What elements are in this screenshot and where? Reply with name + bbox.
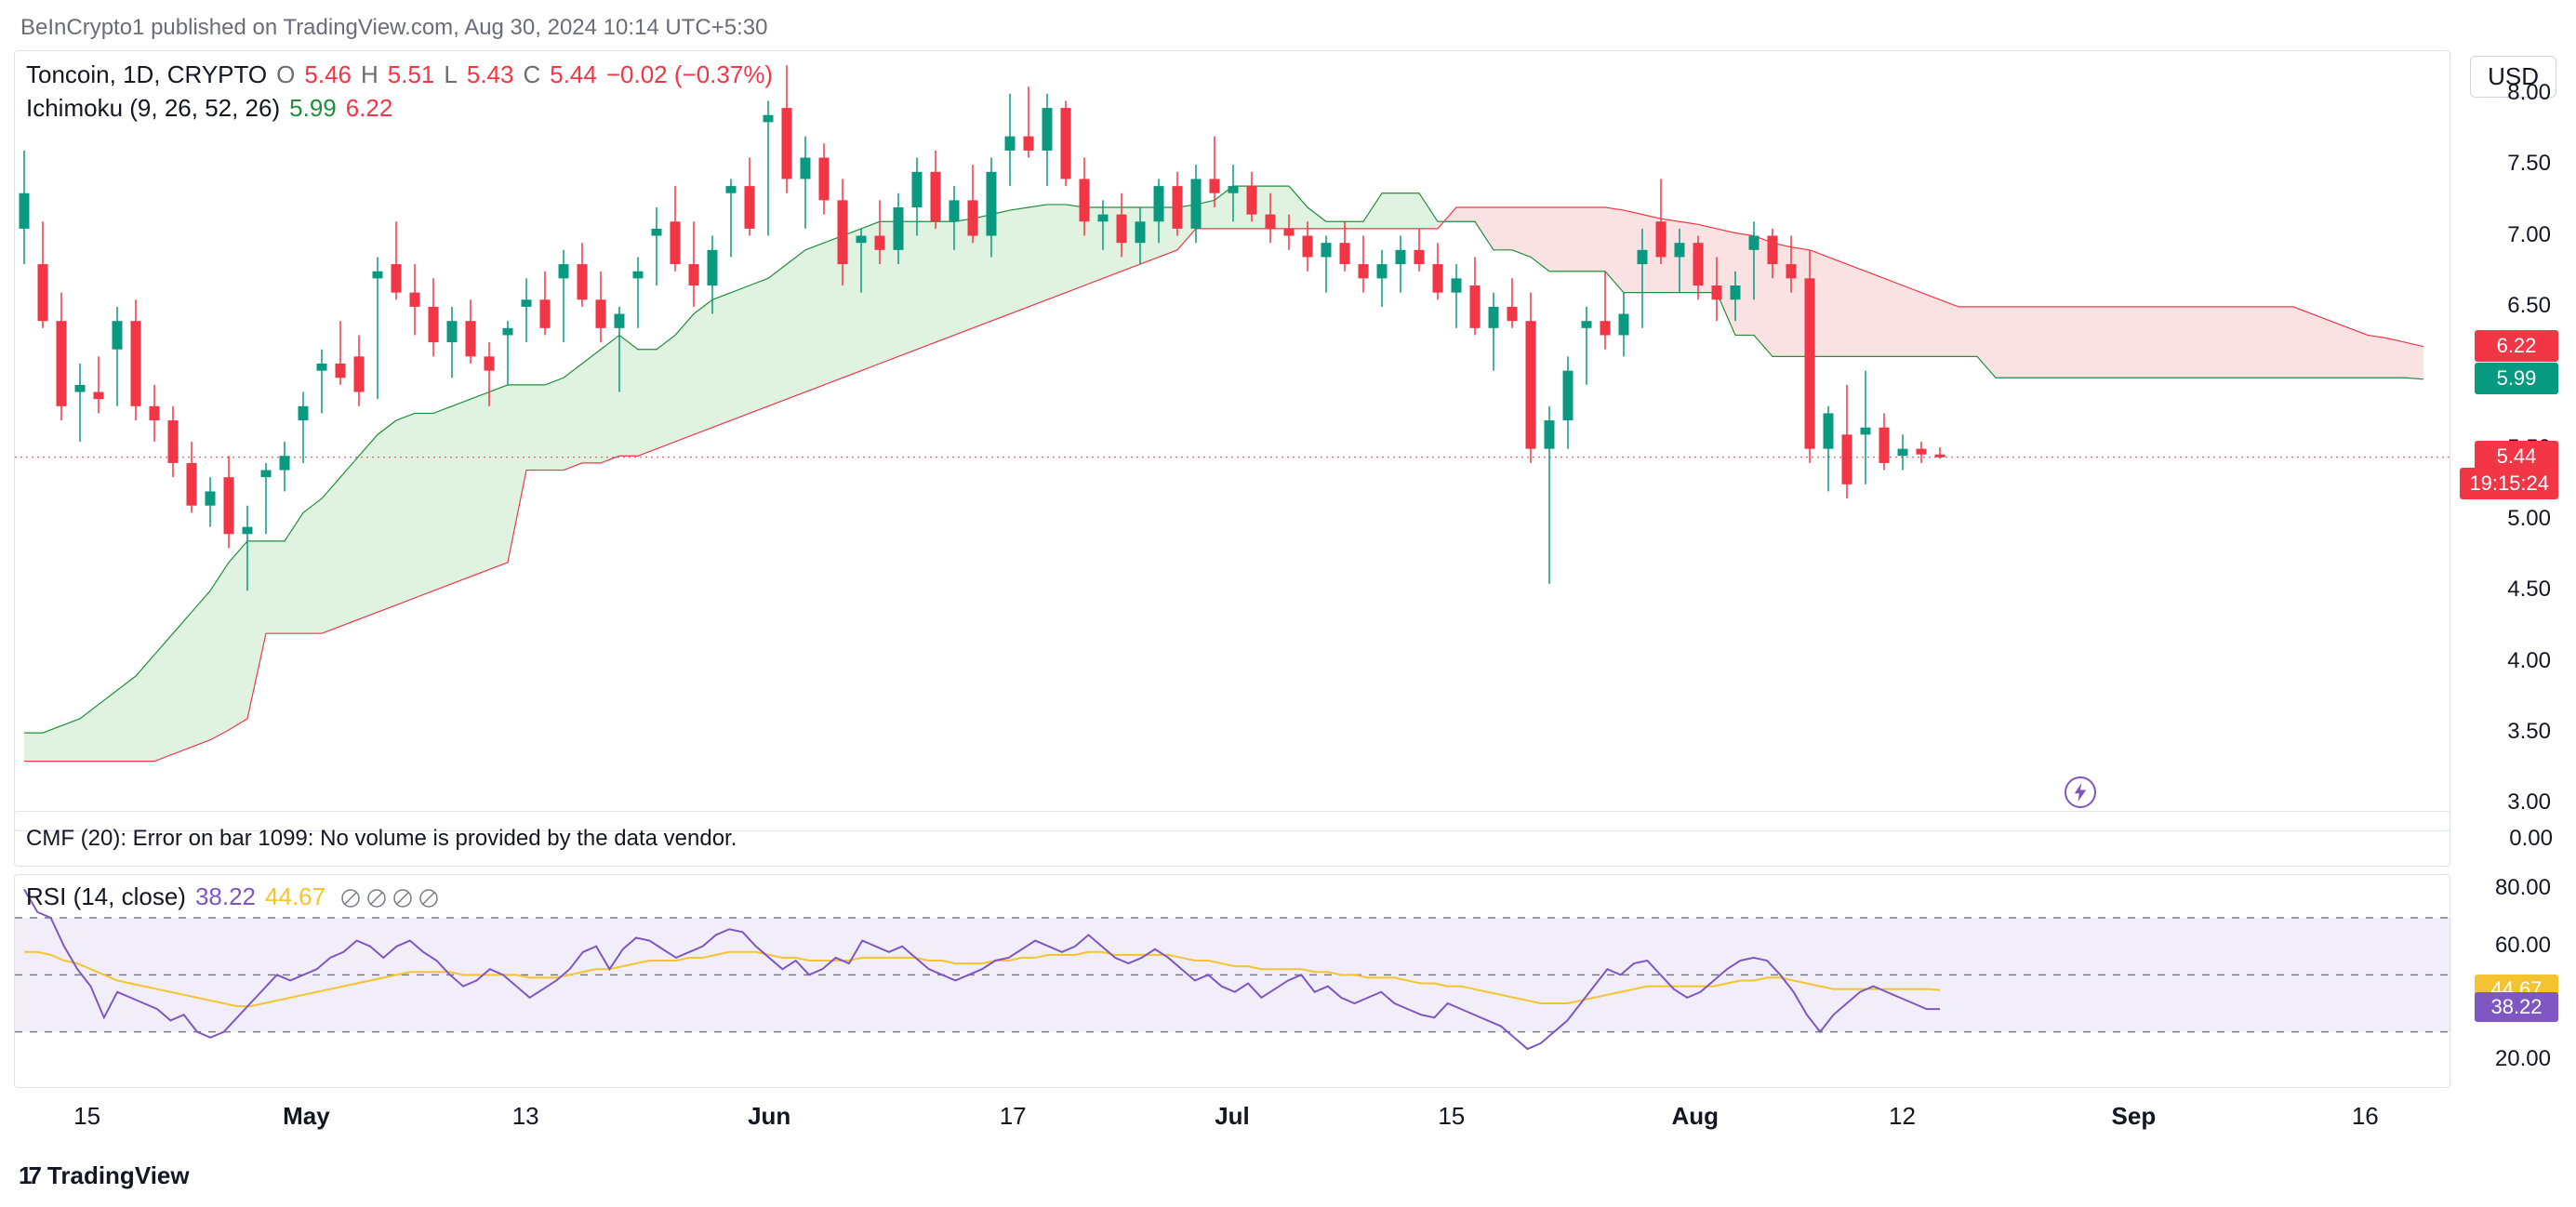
h-value: 5.51 [388,60,435,89]
rsi-y-axis[interactable]: 80.0060.0040.0020.0044.6738.22 [2460,874,2562,1088]
rsi-tick: 20.00 [2495,1046,2551,1072]
rsi-legend: RSI (14, close) 38.22 44.67 [26,882,439,911]
ohlc-legend: Toncoin, 1D, CRYPTO O 5.46 H 5.51 L 5.43… [26,60,773,89]
ichimoku-b: 6.22 [346,94,393,123]
l-label: L [444,60,457,89]
footer-brand[interactable]: 17 TradingView [19,1161,190,1190]
chart-container: Toncoin, 1D, CRYPTO O 5.46 H 5.51 L 5.43… [14,50,2562,841]
ichimoku-label: Ichimoku (9, 26, 52, 26) [26,94,280,123]
tradingview-logo-icon: 17 [19,1161,38,1190]
rsi-tag: 38.22 [2475,992,2558,1022]
rsi-label: RSI (14, close) [26,882,186,911]
time-tick: 15 [1438,1102,1465,1131]
time-tick: Jun [748,1102,790,1131]
price-tick: 5.00 [2507,506,2551,532]
time-tick: Sep [2112,1102,2157,1131]
h-label: H [361,60,378,89]
time-tick: 15 [73,1102,100,1131]
nan-icons [335,882,439,911]
ichimoku-legend: Ichimoku (9, 26, 52, 26) 5.99 6.22 [26,94,392,123]
price-tick: 7.00 [2507,222,2551,248]
price-tick: 7.50 [2507,151,2551,177]
rsi-tick: 60.00 [2495,933,2551,959]
publish-header: BeInCrypto1 published on TradingView.com… [0,0,2576,50]
price-pane[interactable]: Toncoin, 1D, CRYPTO O 5.46 H 5.51 L 5.43… [14,50,2450,831]
price-tick: 3.50 [2507,719,2551,745]
o-value: 5.46 [304,60,352,89]
cmf-error-text: CMF (20): Error on bar 1099: No volume i… [26,826,737,852]
price-y-axis[interactable]: USD 8.007.507.006.506.005.505.004.504.00… [2460,50,2562,831]
ichimoku-a: 5.99 [289,94,337,123]
symbol-label: Toncoin, 1D, CRYPTO [26,60,267,89]
c-value: 5.44 [550,60,597,89]
time-tick: May [283,1102,330,1131]
l-value: 5.43 [467,60,514,89]
price-tag: 5.99 [2475,363,2558,394]
cmf-axis: 0.00 [2460,811,2553,867]
price-tag: 19:15:24 [2460,468,2558,499]
rsi-val2: 44.67 [265,882,325,911]
time-tick: 12 [1889,1102,1916,1131]
time-tick: 13 [512,1102,539,1131]
price-tick: 4.50 [2507,577,2551,603]
price-chart-svg [15,51,2451,832]
time-tick: Jul [1215,1102,1250,1131]
cmf-tick: 0.00 [2509,826,2553,852]
cmf-pane[interactable]: CMF (20): Error on bar 1099: No volume i… [14,811,2450,867]
footer-brand-text: TradingView [47,1161,190,1190]
bolt-icon[interactable] [2065,776,2096,808]
rsi-pane[interactable]: RSI (14, close) 38.22 44.67 [14,874,2450,1088]
price-tag: 6.22 [2475,330,2558,362]
time-tick: 17 [1000,1102,1027,1131]
o-label: O [276,60,295,89]
time-x-axis[interactable]: 15 May 13 Jun 17 Jul 15 Aug 12 Sep 16 [14,1102,2450,1139]
rsi-val1: 38.22 [195,882,256,911]
price-tick: 4.00 [2507,648,2551,674]
price-tick: 6.50 [2507,293,2551,319]
time-tick: 16 [2352,1102,2379,1131]
c-label: C [523,60,540,89]
rsi-tick: 80.00 [2495,875,2551,901]
time-tick: Aug [1672,1102,1720,1131]
chg-value: −0.02 (−0.37%) [606,60,773,89]
price-tick: 8.00 [2507,80,2551,106]
